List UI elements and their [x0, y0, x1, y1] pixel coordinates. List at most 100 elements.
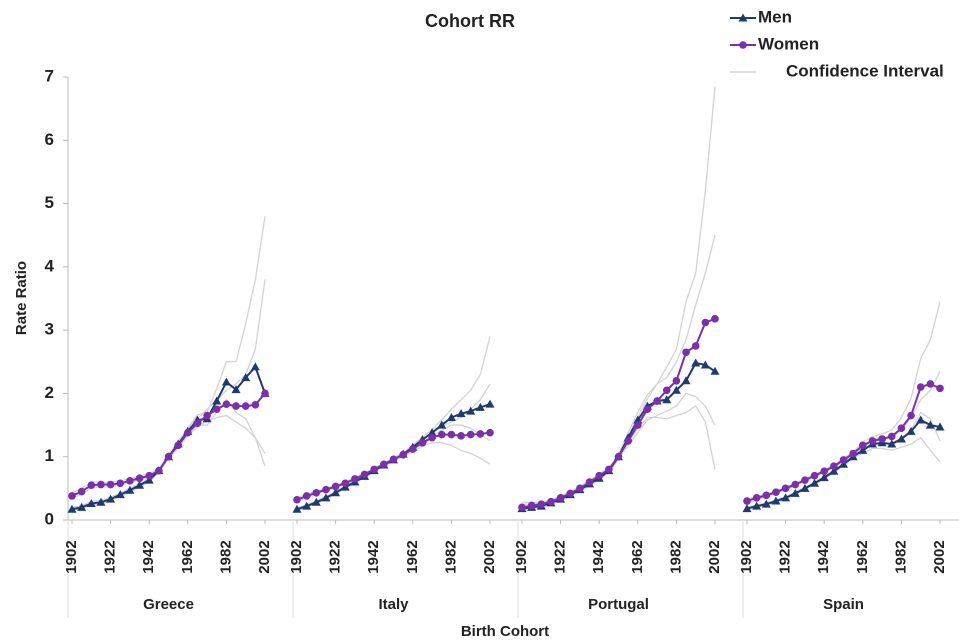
- marker: [925, 420, 935, 429]
- marker: [126, 476, 134, 485]
- marker: [466, 430, 475, 439]
- marker: [801, 476, 809, 484]
- marker: [77, 502, 87, 511]
- marker: [556, 494, 565, 502]
- marker: [261, 389, 269, 398]
- marker: [427, 428, 437, 437]
- marker: [810, 478, 820, 487]
- marker: [418, 438, 427, 447]
- y-tick-label: 3: [45, 320, 54, 339]
- legend-label: Men: [758, 7, 792, 26]
- marker: [241, 373, 251, 382]
- ci-upper-line: [746, 370, 941, 508]
- marker: [302, 492, 311, 500]
- marker: [585, 478, 594, 486]
- marker: [174, 441, 182, 450]
- x-tick-label: 1902: [63, 540, 80, 573]
- marker: [86, 499, 96, 508]
- marker: [476, 430, 485, 438]
- marker: [428, 433, 436, 442]
- x-tick-label: 1982: [892, 540, 909, 573]
- marker: [936, 384, 944, 393]
- marker: [614, 452, 623, 461]
- ci-upper-line: [522, 235, 716, 505]
- marker: [752, 494, 761, 502]
- y-tick-label: 1: [45, 446, 54, 465]
- x-tick-label: 1902: [513, 540, 530, 573]
- marker: [691, 358, 701, 367]
- x-tick-label: 1902: [288, 540, 305, 573]
- marker: [761, 499, 771, 508]
- x-tick-label: 1922: [102, 540, 119, 573]
- marker: [447, 430, 456, 439]
- legend-marker: [739, 41, 747, 49]
- marker: [518, 503, 526, 512]
- marker: [682, 348, 690, 357]
- marker: [681, 376, 691, 385]
- marker: [781, 493, 791, 502]
- marker: [566, 489, 575, 498]
- ci-upper-line: [522, 86, 716, 503]
- marker: [672, 376, 681, 385]
- marker: [701, 318, 710, 327]
- ci-upper-line: [296, 383, 491, 499]
- marker: [125, 485, 135, 494]
- marker: [115, 490, 125, 499]
- marker: [322, 485, 330, 494]
- marker: [67, 504, 77, 513]
- marker: [341, 479, 350, 488]
- marker: [547, 497, 555, 506]
- marker: [486, 428, 494, 437]
- marker: [321, 493, 331, 502]
- y-tick-label: 5: [45, 193, 54, 212]
- x-tick-label: 1922: [552, 540, 569, 573]
- panel-label: Spain: [823, 596, 864, 613]
- marker: [87, 481, 96, 489]
- marker: [771, 496, 781, 505]
- marker: [605, 465, 613, 474]
- y-tick-label: 0: [45, 509, 54, 528]
- marker: [446, 412, 456, 421]
- marker: [878, 435, 886, 443]
- x-tick-label: 1942: [815, 540, 832, 573]
- marker: [311, 497, 321, 506]
- marker: [671, 385, 681, 394]
- x-tick-label: 1942: [140, 540, 157, 573]
- legend-marker: [738, 13, 748, 22]
- marker: [155, 466, 163, 475]
- marker: [193, 419, 202, 427]
- marker: [466, 406, 476, 415]
- legend-label: Confidence Interval: [786, 61, 944, 80]
- x-tick-label: 1902: [738, 540, 755, 573]
- marker: [231, 385, 241, 394]
- marker: [595, 471, 603, 480]
- marker: [849, 449, 857, 458]
- marker: [222, 400, 231, 408]
- marker: [887, 439, 897, 448]
- marker: [772, 488, 780, 496]
- ci-upper-line: [296, 336, 491, 509]
- marker: [212, 396, 222, 405]
- marker: [819, 473, 829, 482]
- marker: [331, 482, 340, 491]
- x-tick-label: 2002: [706, 540, 723, 573]
- marker: [68, 492, 76, 500]
- series-line: [521, 361, 716, 510]
- marker: [868, 437, 877, 445]
- marker: [212, 405, 221, 414]
- ci-upper-line: [746, 301, 941, 500]
- marker: [437, 420, 447, 429]
- y-tick-label: 4: [45, 256, 55, 275]
- marker: [916, 415, 926, 424]
- marker: [839, 459, 848, 468]
- x-tick-label: 1942: [590, 540, 607, 573]
- marker: [370, 465, 379, 474]
- panel-label: Italy: [378, 596, 409, 613]
- marker: [839, 456, 848, 464]
- chart-title: Cohort RR: [425, 11, 515, 31]
- marker: [859, 441, 867, 450]
- marker: [97, 480, 105, 489]
- marker: [527, 501, 536, 510]
- marker: [858, 445, 868, 454]
- marker: [302, 501, 312, 510]
